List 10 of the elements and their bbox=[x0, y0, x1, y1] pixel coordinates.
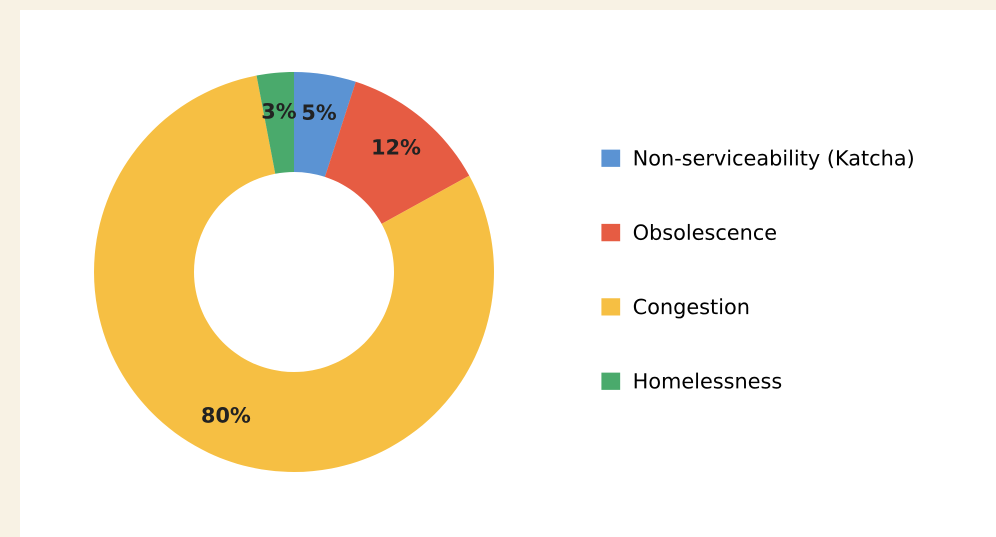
donut-slice bbox=[294, 72, 356, 177]
data-label: 12% bbox=[373, 139, 420, 155]
legend-label: Obsolescence bbox=[634, 224, 776, 240]
data-label: 5% bbox=[302, 104, 336, 120]
legend-label: Homelessness bbox=[634, 372, 782, 389]
legend-label: Congestion bbox=[634, 298, 748, 318]
donut-slice bbox=[256, 72, 294, 174]
data-label: 80% bbox=[202, 407, 250, 423]
donut-slice bbox=[94, 76, 494, 472]
legend-label: Non-serviceability (Katcha) bbox=[634, 150, 913, 170]
